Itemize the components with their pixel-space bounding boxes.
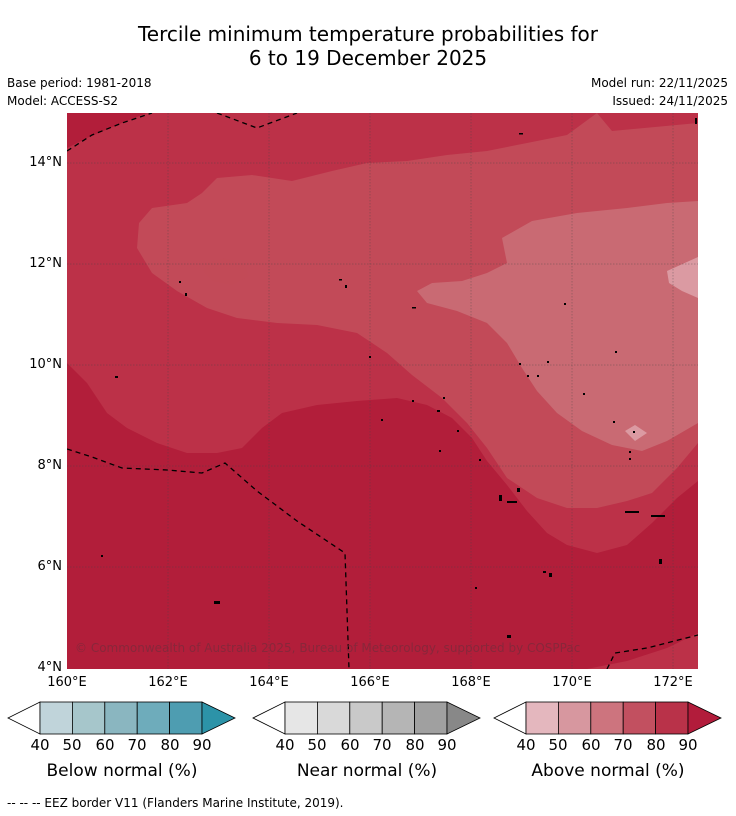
y-tick-10n: 10°N (29, 357, 62, 372)
meta-right: Model run: 22/11/2025 Issued: 24/11/2025 (591, 74, 728, 110)
legend-near-tick: 50 (307, 736, 327, 754)
model-run: Model run: 22/11/2025 (590, 76, 728, 90)
x-tick-170e: 170°E (552, 675, 592, 690)
y-tick-14n: 14°N (29, 155, 62, 170)
y-tick-6n: 6°N (37, 559, 63, 574)
zone-70-80-patch (203, 258, 249, 285)
model-name: Model: ACCESS-S2 (7, 94, 119, 108)
zone-90-topleft (67, 113, 147, 148)
legend-color-swatch (72, 701, 106, 735)
legend-above-lower-arrow (493, 701, 527, 735)
base-period: Base period: 1981-2018 (7, 76, 152, 90)
legend-below-tick: 90 (192, 736, 212, 754)
legend-above-tick: 60 (581, 736, 601, 754)
legend-above-tick: 70 (613, 736, 633, 754)
legend-color-swatch (169, 701, 203, 735)
legend-color-swatch (39, 701, 73, 735)
legend-color-swatch (104, 701, 138, 735)
islands (101, 118, 697, 638)
x-tick-162e: 162°E (148, 675, 188, 690)
legend-above-tick: 50 (548, 736, 568, 754)
eez-borders (67, 113, 698, 669)
legend-below-colorbar (7, 701, 236, 735)
legend-color-swatch (317, 701, 351, 735)
x-tick-164e: 164°E (249, 675, 289, 690)
map-credit: © Commonwealth of Australia 2025, Bureau… (75, 641, 581, 655)
legend-near-tick: 90 (437, 736, 457, 754)
x-tick-166e: 166°E (350, 675, 390, 690)
zone-60-70 (417, 201, 698, 451)
legend-below-tick: 40 (30, 736, 50, 754)
issued-date: Issued: 24/11/2025 (612, 94, 728, 108)
legend-below-tick: 50 (62, 736, 82, 754)
legend-color-swatch (381, 701, 415, 735)
legend-near-tick: 70 (372, 736, 392, 754)
legend-near-lower-arrow (252, 701, 286, 735)
legend-color-swatch (525, 701, 559, 735)
x-tick-160e: 160°E (47, 675, 87, 690)
y-tick-12n: 12°N (29, 256, 62, 271)
zone-50-60-small (625, 425, 647, 441)
legend-above-tick: 80 (646, 736, 666, 754)
x-tick-172e: 172°E (653, 675, 693, 690)
legend-below-tick: 80 (160, 736, 180, 754)
legend-color-swatch (655, 701, 689, 735)
y-tick-8n: 8°N (37, 458, 63, 473)
legend-color-swatch (414, 701, 448, 735)
zone-50-60 (667, 257, 698, 298)
legend-near-colorbar (252, 701, 481, 735)
x-tick-168e: 168°E (451, 675, 491, 690)
legend-near-tick: 80 (405, 736, 425, 754)
legend-color-swatch (136, 701, 170, 735)
legend-below-title: Below normal (%) (46, 761, 198, 781)
legend-color-swatch (590, 701, 624, 735)
legend-above-upper-arrow (687, 701, 722, 735)
title-line-2: 6 to 19 December 2025 (248, 46, 488, 70)
legend-near-upper-arrow (446, 701, 481, 735)
legend-color-swatch (349, 701, 383, 735)
chart-title: Tercile minimum temperature probabilitie… (0, 22, 736, 70)
legend-below-upper-arrow (201, 701, 236, 735)
legend-near-tick: 60 (340, 736, 360, 754)
meta-left: Base period: 1981-2018 Model: ACCESS-S2 (7, 74, 152, 110)
legend-color-swatch (558, 701, 592, 735)
legend-below-tick: 60 (95, 736, 115, 754)
legend-near-title: Near normal (%) (296, 761, 438, 781)
legend-above-tick: 40 (516, 736, 536, 754)
probability-map (67, 113, 698, 669)
legend-above-tick: 90 (678, 736, 698, 754)
legend-color-swatch (284, 701, 318, 735)
legend-above-colorbar (493, 701, 722, 735)
legend-above-title: Above normal (%) (531, 761, 685, 781)
legend-below-lower-arrow (7, 701, 41, 735)
legend-near-tick: 40 (275, 736, 295, 754)
map-gridlines (67, 113, 698, 669)
y-tick-4n: 4°N (37, 660, 63, 675)
legend-color-swatch (622, 701, 656, 735)
eez-footnote: -- -- -- EEZ border V11 (Flanders Marine… (7, 796, 344, 810)
legend-below-tick: 70 (127, 736, 147, 754)
title-line-1: Tercile minimum temperature probabilitie… (137, 22, 599, 46)
zone-90-bottom (67, 363, 698, 669)
